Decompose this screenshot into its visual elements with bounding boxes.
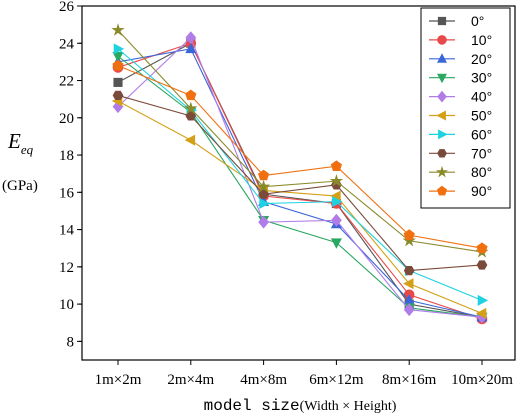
data-point <box>437 73 447 84</box>
data-point <box>113 43 125 55</box>
data-point <box>402 233 416 247</box>
data-point <box>437 90 447 103</box>
data-point <box>435 165 449 178</box>
data-point <box>476 260 488 270</box>
legend-box <box>420 7 511 209</box>
legend-label: 70° <box>471 145 492 161</box>
data-point <box>475 307 487 319</box>
data-point <box>403 265 415 276</box>
legend-label: 60° <box>471 126 492 142</box>
x-tick-label: 4m×8m <box>240 372 287 388</box>
data-point <box>437 53 447 63</box>
series-line <box>117 36 483 318</box>
y-tick-label: 22 <box>59 74 74 90</box>
data-point <box>331 213 342 227</box>
data-point <box>403 278 414 290</box>
data-point <box>185 42 197 54</box>
data-point <box>438 129 448 140</box>
legend-entry: 20° <box>429 51 492 67</box>
legend-entry: 60° <box>429 126 492 142</box>
series-line <box>117 94 483 272</box>
data-point <box>258 215 269 229</box>
legend-entry: 90° <box>429 183 492 199</box>
data-point <box>184 134 196 146</box>
data-point <box>113 77 123 87</box>
legend-label: 10° <box>471 32 492 48</box>
data-point <box>329 174 344 187</box>
y-tick-label: 24 <box>59 36 75 52</box>
data-point <box>112 52 124 63</box>
x-tick-label: 1m×2m <box>95 372 142 388</box>
data-point <box>437 149 447 158</box>
data-point <box>330 160 342 171</box>
series-line <box>117 100 483 314</box>
series <box>112 59 488 253</box>
plot-frame <box>81 5 516 361</box>
data-point <box>185 31 197 45</box>
data-point <box>330 238 342 249</box>
x-tick-label: 8m×16m <box>382 372 437 388</box>
legend-label: 20° <box>471 51 492 67</box>
x-tick-label: 2m×4m <box>167 372 214 388</box>
series-line <box>117 65 483 249</box>
data-point <box>437 16 447 26</box>
y-tick-label: 26 <box>59 0 75 15</box>
data-point <box>436 110 446 121</box>
legend-label: 80° <box>471 164 492 180</box>
data-point <box>185 89 197 101</box>
legend-label: 30° <box>471 70 492 86</box>
y-axis-title-main: E <box>7 129 21 153</box>
legend-label: 40° <box>471 89 492 105</box>
series <box>111 23 489 258</box>
x-axis-title-main: model size <box>204 397 300 414</box>
data-point <box>332 196 343 208</box>
y-axis-title-subscript: eq <box>21 142 34 157</box>
legend-entry: 70° <box>429 145 492 161</box>
data-point <box>256 179 271 193</box>
y-tick-label: 18 <box>59 148 74 164</box>
legend-label: 90° <box>471 183 492 199</box>
series-line <box>117 48 483 318</box>
x-tick-label: 6m×12m <box>309 372 364 388</box>
x-tick-label: 10m×20m <box>451 372 513 388</box>
series-line <box>117 48 483 301</box>
legend-entry: 30° <box>429 70 492 86</box>
x-axis-title: model size(Width × Height) <box>204 397 397 414</box>
y-axis-unit: (GPa) <box>2 178 38 194</box>
data-point <box>437 35 447 45</box>
data-point <box>259 197 270 209</box>
data-point <box>403 229 415 240</box>
legend: 0° 10° 20° 30° 40° 50° 60° 70° 80° 90° <box>420 7 511 209</box>
data-point <box>111 23 125 36</box>
data-point <box>112 59 124 71</box>
plot-axes: 8 10 12 14 16 18 20 22 24 26 1m×2m 2m×4m 4m×8m 6m×12m… <box>59 0 516 388</box>
y-tick-label: 14 <box>59 223 75 239</box>
series-layer <box>111 23 489 325</box>
legend-entry: 40° <box>429 89 492 105</box>
x-axis-title-paren: (Width × Height) <box>300 399 397 414</box>
y-tick-label: 20 <box>59 111 74 127</box>
data-point <box>403 303 415 317</box>
y-tick-label: 16 <box>59 185 75 201</box>
series-line <box>117 42 483 320</box>
data-point <box>184 101 198 115</box>
legend-entry: 50° <box>429 108 492 124</box>
series-line <box>117 55 483 318</box>
data-point <box>436 185 448 196</box>
legend-entry: 10° <box>429 32 492 48</box>
data-point <box>258 169 270 181</box>
legend-label: 0° <box>471 13 484 29</box>
y-tick-label: 12 <box>59 260 74 276</box>
data-point <box>476 242 488 253</box>
data-point <box>477 294 489 306</box>
y-tick-label: 8 <box>67 334 75 350</box>
legend-label: 50° <box>471 108 492 124</box>
legend-entry: 0° <box>429 13 484 29</box>
legend-entry: 80° <box>429 164 492 180</box>
data-point <box>112 90 124 101</box>
y-tick-label: 10 <box>59 297 74 313</box>
series-line <box>117 29 483 253</box>
y-axis-title: Eeq <box>7 129 34 157</box>
